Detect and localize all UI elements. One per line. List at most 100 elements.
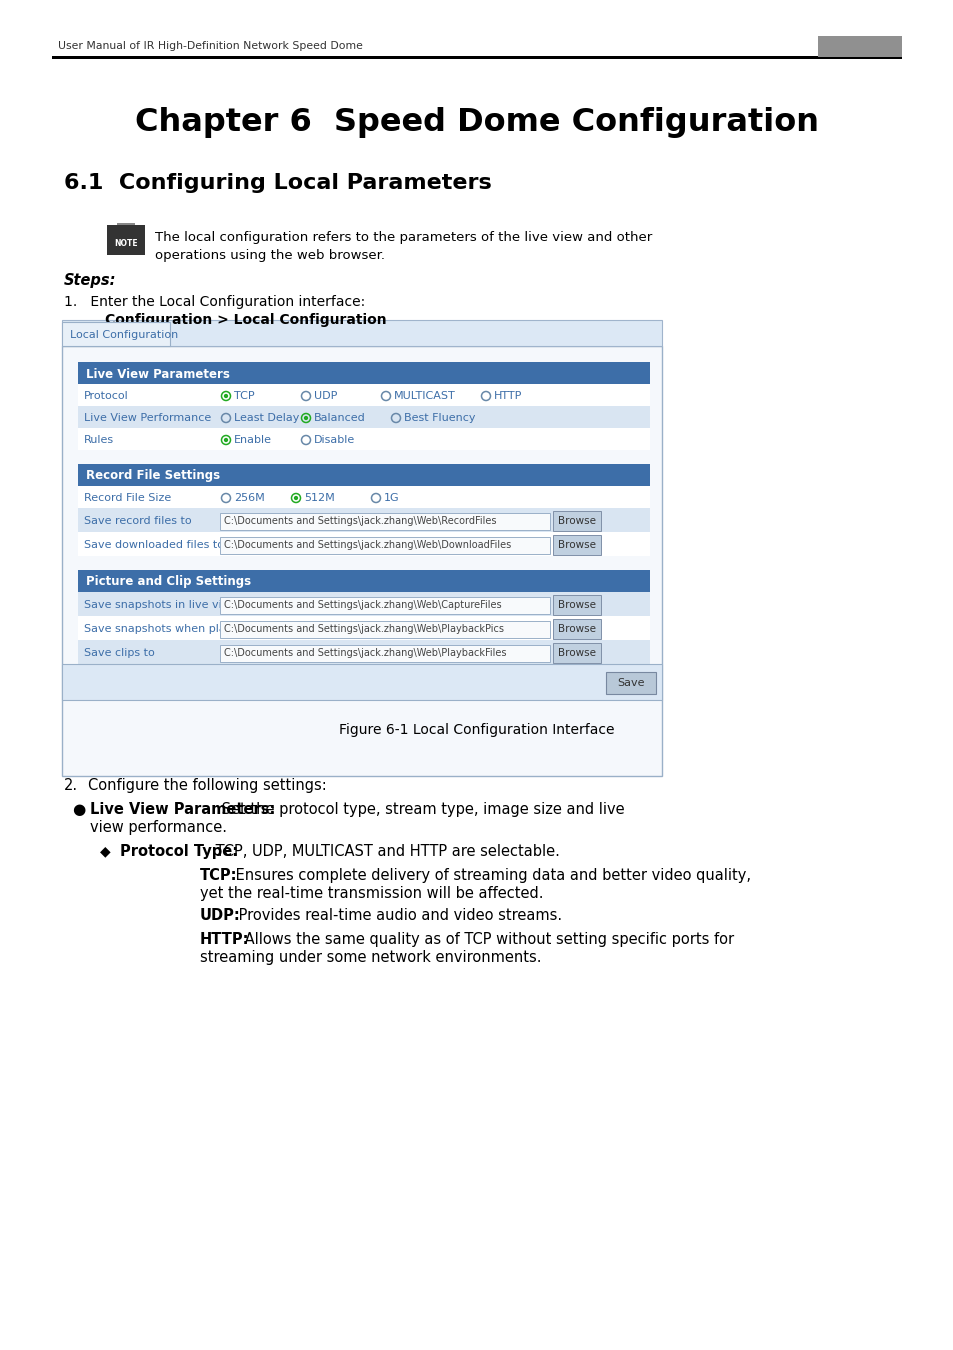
Text: User Manual of IR High-Definition Network Speed Dome: User Manual of IR High-Definition Networ… — [58, 40, 362, 51]
Text: 1G: 1G — [384, 493, 399, 504]
Text: HTTP:: HTTP: — [200, 931, 250, 946]
Text: Allows the same quality as of TCP without setting specific ports for: Allows the same quality as of TCP withou… — [240, 931, 734, 946]
FancyBboxPatch shape — [78, 616, 649, 640]
Text: C:\Documents and Settings\jack.zhang\Web\DownloadFiles: C:\Documents and Settings\jack.zhang\Web… — [224, 540, 511, 549]
FancyBboxPatch shape — [78, 383, 649, 406]
FancyBboxPatch shape — [605, 672, 656, 694]
Text: NOTE: NOTE — [114, 239, 137, 248]
Text: Least Delay: Least Delay — [233, 413, 299, 423]
FancyBboxPatch shape — [52, 57, 901, 59]
Text: Configure the following settings:: Configure the following settings: — [88, 778, 327, 792]
FancyBboxPatch shape — [78, 640, 649, 664]
FancyBboxPatch shape — [817, 36, 901, 58]
Text: TCP:: TCP: — [200, 868, 237, 883]
Text: Browse: Browse — [558, 648, 596, 657]
Text: ◆: ◆ — [100, 844, 111, 859]
Text: C:\Documents and Settings\jack.zhang\Web\CaptureFiles: C:\Documents and Settings\jack.zhang\Web… — [224, 599, 501, 610]
FancyBboxPatch shape — [62, 323, 170, 346]
Text: Figure 6-1 Local Configuration Interface: Figure 6-1 Local Configuration Interface — [339, 724, 614, 737]
Text: C:\Documents and Settings\jack.zhang\Web\PlaybackPics: C:\Documents and Settings\jack.zhang\Web… — [224, 624, 503, 634]
Text: Balanced: Balanced — [314, 413, 365, 423]
FancyBboxPatch shape — [78, 570, 649, 593]
Text: Save record files to: Save record files to — [84, 516, 192, 526]
Text: Browse: Browse — [558, 516, 596, 526]
Text: Save snapshots when playback to: Save snapshots when playback to — [84, 624, 274, 634]
Circle shape — [224, 437, 228, 443]
FancyBboxPatch shape — [220, 513, 550, 529]
Text: 256M: 256M — [233, 493, 265, 504]
Text: Save downloaded files to: Save downloaded files to — [84, 540, 224, 549]
Text: Steps:: Steps: — [64, 273, 116, 288]
Text: Record File Settings: Record File Settings — [86, 470, 220, 482]
Text: ●: ● — [71, 802, 85, 817]
Text: UDP:: UDP: — [200, 909, 240, 923]
Text: Protocol Type:: Protocol Type: — [120, 844, 238, 859]
Text: 1.   Enter the Local Configuration interface:: 1. Enter the Local Configuration interfa… — [64, 296, 365, 309]
Text: Save clips to: Save clips to — [84, 648, 154, 657]
Text: TCP: TCP — [233, 392, 254, 401]
FancyBboxPatch shape — [62, 320, 661, 346]
FancyBboxPatch shape — [78, 593, 649, 616]
Text: yet the real-time transmission will be affected.: yet the real-time transmission will be a… — [200, 886, 543, 900]
Text: The local configuration refers to the parameters of the live view and other: The local configuration refers to the pa… — [154, 231, 652, 243]
Text: 6.1  Configuring Local Parameters: 6.1 Configuring Local Parameters — [64, 173, 491, 193]
Text: Picture and Clip Settings: Picture and Clip Settings — [86, 575, 251, 589]
FancyBboxPatch shape — [78, 464, 649, 486]
FancyBboxPatch shape — [78, 428, 649, 450]
Text: 40: 40 — [846, 38, 872, 55]
FancyBboxPatch shape — [78, 362, 649, 383]
Circle shape — [224, 394, 228, 398]
FancyBboxPatch shape — [553, 620, 600, 639]
FancyBboxPatch shape — [553, 512, 600, 531]
Text: Rules: Rules — [84, 435, 114, 446]
FancyBboxPatch shape — [62, 346, 661, 776]
Circle shape — [294, 495, 298, 500]
FancyBboxPatch shape — [78, 508, 649, 532]
Text: C:\Documents and Settings\jack.zhang\Web\PlaybackFiles: C:\Documents and Settings\jack.zhang\Web… — [224, 648, 506, 657]
Text: Configuration > Local Configuration: Configuration > Local Configuration — [105, 313, 386, 327]
Text: Chapter 6  Speed Dome Configuration: Chapter 6 Speed Dome Configuration — [135, 107, 818, 138]
FancyBboxPatch shape — [553, 643, 600, 663]
Text: Browse: Browse — [558, 624, 596, 634]
Text: view performance.: view performance. — [90, 819, 227, 836]
Text: UDP: UDP — [314, 392, 337, 401]
Text: Save: Save — [617, 678, 644, 688]
FancyBboxPatch shape — [78, 406, 649, 428]
Text: Live View Parameters: Live View Parameters — [86, 367, 230, 381]
Text: TCP, UDP, MULTICAST and HTTP are selectable.: TCP, UDP, MULTICAST and HTTP are selecta… — [211, 844, 559, 859]
FancyBboxPatch shape — [62, 664, 661, 701]
Text: Record File Size: Record File Size — [84, 493, 172, 504]
FancyBboxPatch shape — [107, 225, 145, 255]
Text: operations using the web browser.: operations using the web browser. — [154, 248, 385, 262]
Text: Ensures complete delivery of streaming data and better video quality,: Ensures complete delivery of streaming d… — [231, 868, 750, 883]
Text: Browse: Browse — [558, 540, 596, 549]
FancyBboxPatch shape — [220, 621, 550, 637]
Text: Live View Parameters:: Live View Parameters: — [90, 802, 275, 817]
FancyBboxPatch shape — [220, 644, 550, 662]
Text: 512M: 512M — [304, 493, 335, 504]
Text: Protocol: Protocol — [84, 392, 129, 401]
Text: Enable: Enable — [233, 435, 272, 446]
Text: 2.: 2. — [64, 778, 78, 792]
Text: Local Configuration: Local Configuration — [70, 329, 178, 340]
Text: Best Fluency: Best Fluency — [403, 413, 475, 423]
Text: C:\Documents and Settings\jack.zhang\Web\RecordFiles: C:\Documents and Settings\jack.zhang\Web… — [224, 516, 496, 526]
FancyBboxPatch shape — [553, 595, 600, 616]
Text: streaming under some network environments.: streaming under some network environment… — [200, 950, 541, 965]
FancyBboxPatch shape — [78, 532, 649, 556]
Text: Disable: Disable — [314, 435, 355, 446]
FancyBboxPatch shape — [117, 223, 135, 231]
FancyBboxPatch shape — [78, 486, 649, 508]
FancyBboxPatch shape — [115, 231, 119, 235]
FancyBboxPatch shape — [220, 597, 550, 613]
Text: HTTP: HTTP — [494, 392, 522, 401]
Circle shape — [303, 416, 308, 420]
Text: MULTICAST: MULTICAST — [394, 392, 456, 401]
Text: Provides real-time audio and video streams.: Provides real-time audio and video strea… — [233, 909, 561, 923]
FancyBboxPatch shape — [220, 536, 550, 554]
Text: Live View Performance: Live View Performance — [84, 413, 211, 423]
FancyBboxPatch shape — [553, 535, 600, 555]
Text: Save snapshots in live view to: Save snapshots in live view to — [84, 599, 253, 610]
Text: Browse: Browse — [558, 599, 596, 610]
Text: Set the protocol type, stream type, image size and live: Set the protocol type, stream type, imag… — [216, 802, 624, 817]
